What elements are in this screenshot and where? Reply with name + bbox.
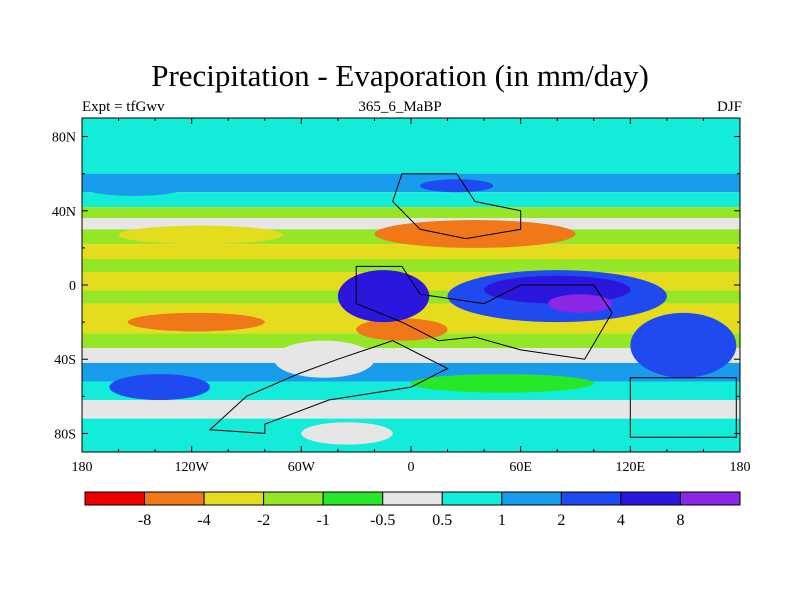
band-0 (82, 118, 740, 174)
patch-1 (118, 225, 284, 245)
patch-5 (337, 270, 430, 323)
patch-11 (630, 312, 737, 378)
patch-2 (374, 220, 576, 248)
patch-8 (548, 294, 613, 313)
colorbar-box (501, 491, 562, 506)
x-tick-label: 0 (408, 460, 415, 475)
x-tick-label: 180 (72, 460, 93, 475)
x-tick-label: 120E (616, 460, 646, 475)
patch-9 (420, 179, 494, 193)
colorbar-box (620, 491, 681, 506)
colorbar-label: 2 (557, 512, 565, 529)
colorbar-label: -1 (317, 512, 330, 529)
band-15 (82, 400, 740, 419)
y-tick-label: 40N (52, 205, 76, 220)
y-tick-label: 80N (52, 131, 76, 146)
colorbar-label: 0.5 (432, 512, 452, 529)
y-tick-label: 80S (54, 427, 76, 442)
band-11 (82, 333, 740, 349)
patch-14 (301, 422, 393, 445)
colorbar-box (560, 491, 622, 506)
colorbar-box (322, 491, 384, 506)
colorbar-label: -8 (138, 512, 151, 529)
patch-0 (85, 181, 183, 196)
colorbar-box (263, 491, 324, 506)
coastline-east-land (629, 377, 737, 438)
coastline-north-land (392, 173, 522, 240)
season-label: DJF (716, 99, 742, 115)
y-tick-label: 40S (54, 353, 76, 368)
colorbar-box (84, 491, 146, 506)
band-3 (82, 207, 740, 219)
x-tick-label: 60E (509, 460, 532, 475)
band-1 (82, 173, 740, 193)
colorbar-label: 4 (617, 512, 625, 529)
chart-title: Precipitation - Evaporation (in mm/day) (151, 58, 649, 93)
colorbar-label: -2 (257, 512, 270, 529)
colorbar-box (203, 491, 265, 506)
colorbar-box (679, 491, 741, 506)
band-6 (82, 244, 740, 260)
coastline-southern-land (208, 340, 449, 434)
time-label: 365_6_MaBP (358, 99, 442, 115)
band-7 (82, 259, 740, 273)
band-13 (82, 362, 740, 382)
patch-10 (273, 340, 375, 378)
colorbar-label: 1 (498, 512, 506, 529)
colorbar-label: 8 (676, 512, 684, 529)
patch-12 (109, 374, 210, 401)
x-tick-label: 180 (730, 460, 751, 475)
x-tick-label: 120W (175, 460, 210, 475)
field-group (82, 118, 740, 452)
patch-13 (411, 374, 594, 393)
band-2 (82, 192, 740, 208)
colorbar-box (382, 491, 443, 506)
x-tick-label: 60W (288, 460, 316, 475)
coastline-tropical-land (355, 265, 613, 360)
patch-3 (127, 312, 265, 332)
colorbar-label: -0.5 (370, 512, 395, 529)
experiment-label: Expt = tfGwv (82, 99, 165, 115)
patch-4 (356, 318, 448, 341)
y-tick-label: 0 (69, 279, 76, 294)
colorbar-box (144, 491, 205, 506)
band-12 (82, 348, 740, 363)
colorbar-label: -4 (197, 512, 210, 529)
colorbar-box (441, 491, 503, 506)
